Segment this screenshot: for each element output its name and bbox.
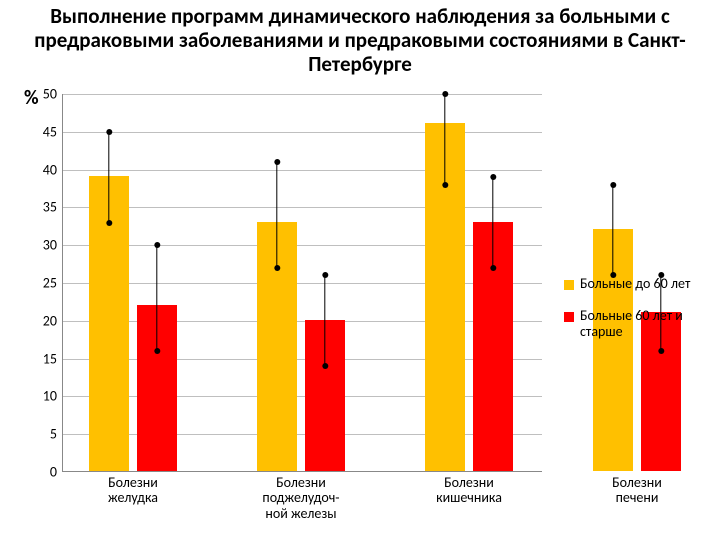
category-label: Болезни желудка <box>79 475 187 506</box>
y-tick-label: 15 <box>43 350 57 367</box>
category-label: Болезни печени <box>583 475 691 506</box>
grid-line <box>63 321 542 322</box>
y-tick-label: 10 <box>43 388 57 405</box>
slide: Выполнение программ динамического наблюд… <box>0 0 720 540</box>
y-tick-label: 35 <box>43 199 57 216</box>
grid-line <box>63 283 542 284</box>
grid-line <box>63 396 542 397</box>
error-bar <box>324 275 325 366</box>
y-tick-label: 40 <box>43 161 57 178</box>
category-label: Болезни поджелудоч- ной железы <box>247 475 355 521</box>
grid-line <box>63 132 542 133</box>
legend-swatch <box>564 280 574 290</box>
grid-line <box>63 170 542 171</box>
legend-label: Больные 60 лет и старше <box>580 308 710 340</box>
grid-line <box>63 94 542 95</box>
grid-line <box>63 207 542 208</box>
legend-swatch <box>564 312 574 322</box>
grid-line <box>63 434 542 435</box>
y-tick-label: 5 <box>50 426 57 443</box>
error-bar <box>156 245 157 351</box>
error-bar <box>276 162 277 268</box>
y-tick-label: 50 <box>43 86 57 103</box>
chart-title: Выполнение программ динамического наблюд… <box>20 4 700 76</box>
y-tick-label: 45 <box>43 123 57 140</box>
category-label: Болезни кишечника <box>415 475 523 506</box>
legend: Больные до 60 лет Больные 60 лет и старш… <box>564 276 710 356</box>
error-bar <box>108 132 109 223</box>
error-bar <box>492 177 493 268</box>
legend-item: Больные 60 лет и старше <box>564 308 710 340</box>
y-tick-label: 30 <box>43 237 57 254</box>
error-bar <box>444 94 445 185</box>
legend-label: Больные до 60 лет <box>580 276 690 292</box>
y-tick-label: 25 <box>43 275 57 292</box>
grid-line <box>63 359 542 360</box>
error-bar <box>612 185 613 276</box>
plot-area: 05101520253035404550Болезни желудкаБолез… <box>62 94 542 472</box>
y-tick-label: 20 <box>43 312 57 329</box>
y-tick-label: 0 <box>50 464 57 481</box>
grid-line <box>63 245 542 246</box>
y-axis-label: % <box>24 86 39 110</box>
legend-item: Больные до 60 лет <box>564 276 710 292</box>
